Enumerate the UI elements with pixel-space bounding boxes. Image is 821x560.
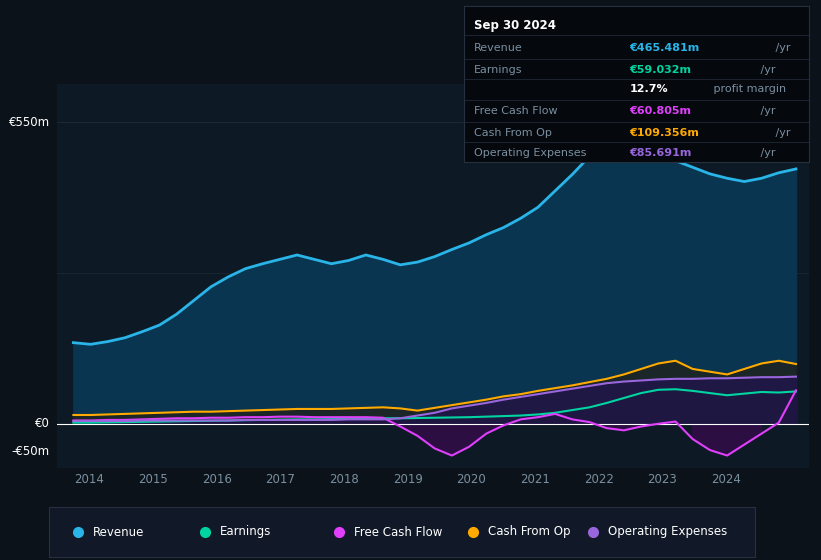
Text: /yr: /yr [773,128,791,138]
Text: Operating Expenses: Operating Expenses [608,525,727,539]
Text: €109.356m: €109.356m [630,128,699,138]
Text: Free Cash Flow: Free Cash Flow [355,525,443,539]
Text: /yr: /yr [757,65,776,75]
Text: Cash From Op: Cash From Op [488,525,571,539]
Text: Free Cash Flow: Free Cash Flow [475,106,557,116]
Text: Operating Expenses: Operating Expenses [475,148,586,158]
Text: Revenue: Revenue [93,525,144,539]
Text: -€50m: -€50m [11,445,50,458]
Text: €465.481m: €465.481m [630,43,699,53]
Text: profit margin: profit margin [710,83,787,94]
Text: €59.032m: €59.032m [630,65,691,75]
Text: Earnings: Earnings [220,525,272,539]
Text: /yr: /yr [757,106,776,116]
Text: €550m: €550m [9,116,50,129]
Text: €85.691m: €85.691m [630,148,692,158]
Text: 12.7%: 12.7% [630,83,668,94]
Text: €0: €0 [35,417,50,430]
Text: Earnings: Earnings [475,65,523,75]
Text: Sep 30 2024: Sep 30 2024 [475,20,556,32]
Text: /yr: /yr [773,43,791,53]
Text: Cash From Op: Cash From Op [475,128,552,138]
Text: €60.805m: €60.805m [630,106,691,116]
Text: Revenue: Revenue [475,43,523,53]
Text: /yr: /yr [757,148,776,158]
